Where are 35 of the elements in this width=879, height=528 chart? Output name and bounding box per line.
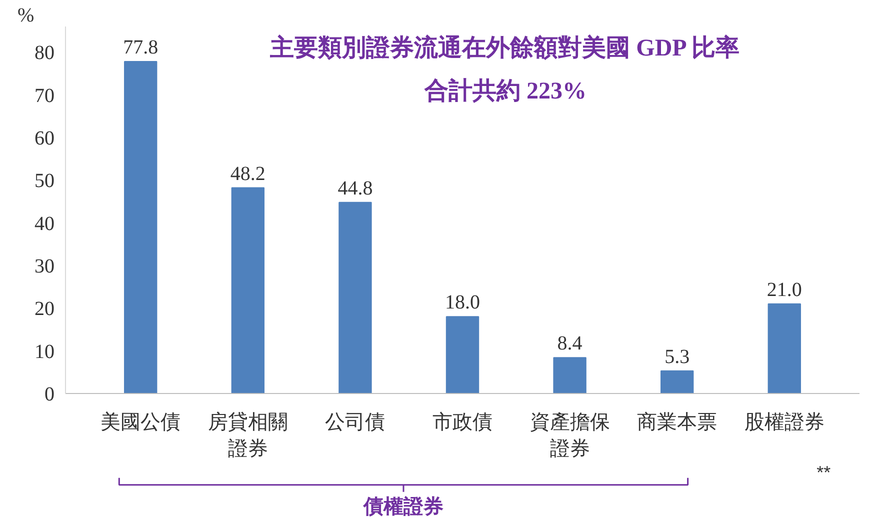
text: 債權證券 bbox=[362, 495, 444, 518]
x-tick-label: 商業本票 bbox=[637, 412, 718, 434]
y-tick-label: 60 bbox=[34, 127, 54, 150]
bar bbox=[124, 60, 158, 394]
y-tick-label: 40 bbox=[34, 212, 54, 235]
bar bbox=[768, 303, 801, 394]
y-axis-title: % bbox=[18, 4, 34, 26]
x-tick-label: 房貸相關證券 bbox=[208, 412, 288, 460]
bar bbox=[338, 202, 372, 394]
y-tick-label: 80 bbox=[34, 42, 54, 64]
text: ** bbox=[816, 462, 831, 482]
x-tick-label: 股權證券 bbox=[744, 412, 824, 434]
data-label: 18.0 bbox=[445, 292, 480, 314]
data-label: 21.0 bbox=[766, 278, 802, 301]
data-label: 48.2 bbox=[230, 162, 266, 185]
y-tick-label: 50 bbox=[34, 170, 54, 192]
x-tick-label: 美國公債 bbox=[100, 410, 181, 434]
y-tick-label: 30 bbox=[34, 255, 54, 278]
y-tick-label: 70 bbox=[34, 84, 54, 107]
x-tick-label: 資產擔保證券 bbox=[530, 412, 610, 460]
data-label: 5.3 bbox=[664, 346, 690, 368]
y-tick-label: 10 bbox=[34, 340, 54, 363]
x-tick-label: 公司債 bbox=[325, 412, 386, 434]
chart-title: 主要類別證券流通在外餘額對美國 GDP 比率 bbox=[269, 34, 740, 62]
x-tick-label: 市政債 bbox=[432, 412, 492, 434]
data-label: 8.4 bbox=[557, 332, 582, 355]
data-label: 77.8 bbox=[123, 36, 158, 58]
y-tick-label: 20 bbox=[34, 298, 54, 320]
bar bbox=[446, 316, 480, 394]
data-label: 44.8 bbox=[338, 177, 373, 200]
y-tick-label: 0 bbox=[44, 384, 54, 406]
text: 合計共約 223% bbox=[424, 78, 586, 104]
bar bbox=[660, 370, 694, 394]
bar bbox=[231, 187, 264, 394]
bar bbox=[553, 357, 586, 394]
